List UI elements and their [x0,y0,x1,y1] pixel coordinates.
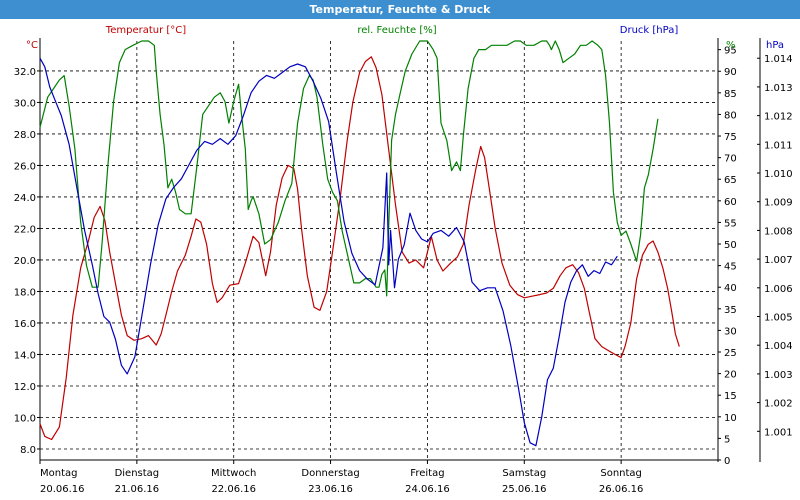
x-axis-date-labels: Montag 20.06.16 Dienstag 21.06.16 Mittwoch 22… [39,460,644,495]
humidity-tick-label: 60 [724,197,737,208]
temperature-tick-label: 24.0 [14,193,36,204]
pressure-tick-label: 1.002 [764,399,793,410]
temperature-axis-title: Temperatur [°C] [105,25,186,36]
humidity-tick-label: 20 [724,370,737,381]
series-line-temperature [39,56,680,441]
pressure-axis: 1.001 1.002 1.003 1.004 1.005 1.006 1.007 1.008… [757,54,793,438]
pressure-tick-label: 1.003 [764,370,793,381]
window-title: Temperatur, Feuchte & Druck [309,3,491,16]
pressure-tick-label: 1.011 [764,140,793,151]
pressure-tick-label: 1.008 [764,226,793,237]
series-line-humidity [39,40,659,297]
pressure-tick-label: 1.013 [764,83,793,94]
x-tick-day: Donnerstag [301,468,359,479]
x-tick-date: 22.06.16 [211,484,256,495]
temperature-tick-label: 20.0 [14,256,36,267]
x-tick-date: 23.06.16 [308,484,353,495]
humidity-tick-label: 45 [724,262,737,273]
x-tick-date: 25.06.16 [502,484,547,495]
chart-svg: 8.0 10.0 12.0 14.0 16.0 18.0 20.0 22.0 24.0 26.0 2… [14,25,793,495]
humidity-tick-label: 65 [724,175,737,186]
x-tick-date: 20.06.16 [40,484,85,495]
pressure-tick-label: 1.006 [764,284,793,295]
plot-frame [39,38,761,462]
pressure-tick-label: 1.004 [764,341,793,352]
window-title-bar: Temperatur, Feuchte & Druck [0,0,800,19]
humidity-axis-title: rel. Feuchte [%] [357,25,436,36]
humidity-tick-label: 10 [724,413,737,424]
humidity-tick-label: 35 [724,305,737,316]
temperature-tick-label: 8.0 [20,445,36,456]
temperature-tick-label: 14.0 [14,350,36,361]
humidity-tick-label: 15 [724,391,737,402]
chart-series [39,40,680,447]
humidity-axis: 0 5 10 15 20 25 30 35 40 45 50 55 60 65 70 75 80 85 90 95 [718,46,737,467]
temperature-tick-label: 18.0 [14,287,36,298]
pressure-tick-label: 1.014 [764,54,793,65]
x-tick-day: Sonntag [600,468,642,479]
pressure-unit: hPa [766,40,784,51]
temperature-tick-label: 16.0 [14,319,36,330]
x-tick-day: Freitag [410,468,444,479]
pressure-axis-title: Druck [hPa] [620,25,679,36]
humidity-tick-label: 90 [724,67,737,78]
series-line-pressure [39,57,618,447]
temperature-tick-label: 22.0 [14,224,36,235]
axis-titles: °C Temperatur [°C] rel. Feuchte [%]% Druck … [26,25,784,51]
temperature-tick-label: 28.0 [14,130,36,141]
x-tick-day: Dienstag [115,468,160,479]
pressure-tick-label: 1.009 [764,198,793,209]
temperature-axis: 8.0 10.0 12.0 14.0 16.0 18.0 20.0 22.0 24.0 26.0 2… [14,67,40,456]
humidity-tick-label: 75 [724,132,737,143]
humidity-tick-label: 55 [724,218,737,229]
humidity-tick-label: 5 [724,434,730,445]
temperature-tick-label: 32.0 [14,67,36,78]
temperature-unit: °C [26,40,38,51]
pressure-tick-label: 1.010 [764,169,793,180]
x-tick-date: 21.06.16 [115,484,160,495]
gridlines [40,41,718,460]
x-tick-day: Montag [40,468,77,479]
humidity-tick-label: 95 [724,46,737,57]
humidity-tick-label: 85 [724,89,737,100]
x-tick-day: Mittwoch [211,468,256,479]
pressure-tick-label: 1.005 [764,313,793,324]
humidity-tick-label: 80 [724,110,737,121]
x-tick-date: 24.06.16 [405,484,450,495]
humidity-tick-label: 25 [724,348,737,359]
pressure-tick-label: 1.007 [764,255,793,266]
x-tick-day: Samstag [502,468,546,479]
temperature-tick-label: 10.0 [14,413,36,424]
pressure-tick-label: 1.012 [764,112,793,123]
humidity-tick-label: 50 [724,240,737,251]
pressure-tick-label: 1.001 [764,427,793,438]
temperature-tick-label: 12.0 [14,382,36,393]
humidity-tick-label: 70 [724,154,737,165]
humidity-tick-label: 40 [724,283,737,294]
humidity-unit: % [726,40,736,51]
humidity-tick-label: 30 [724,326,737,337]
temperature-tick-label: 26.0 [14,161,36,172]
humidity-tick-label: 0 [724,456,730,467]
temperature-tick-label: 30.0 [14,98,36,109]
x-tick-date: 26.06.16 [599,484,644,495]
